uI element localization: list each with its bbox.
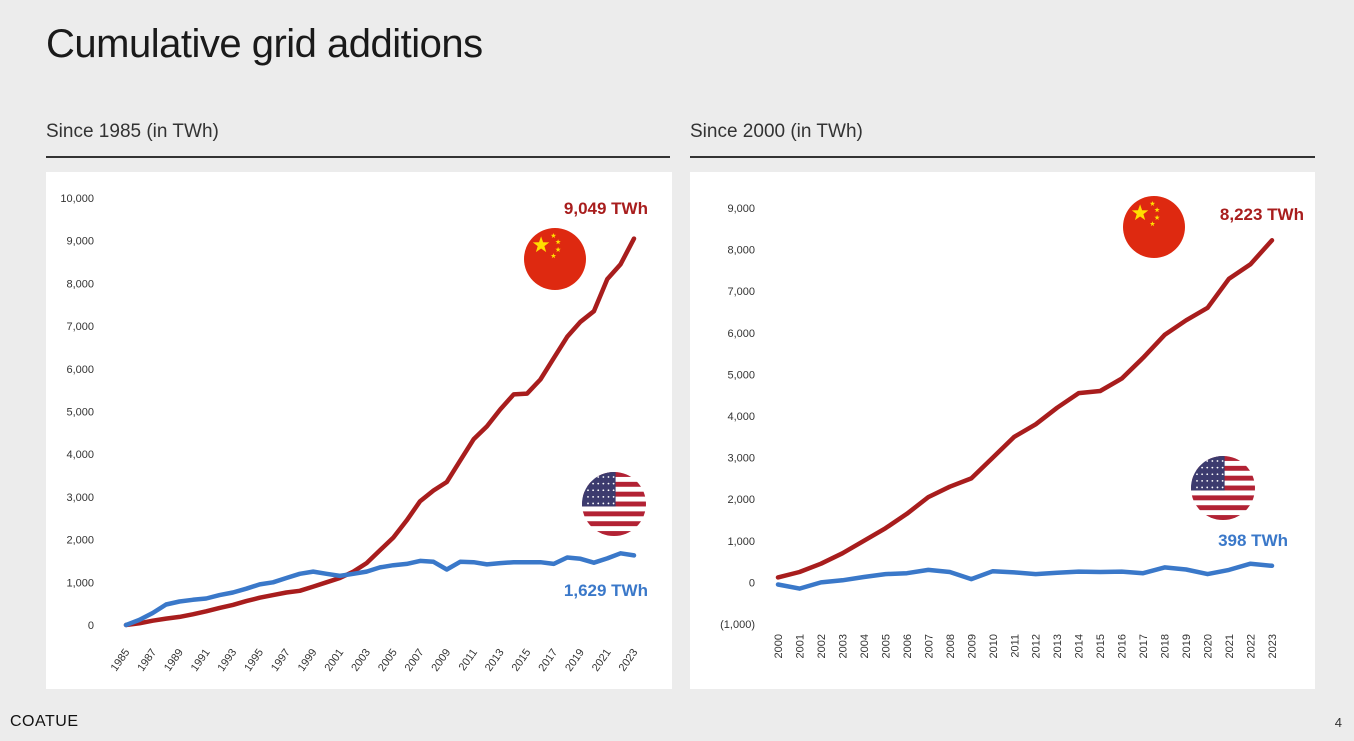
china-value-label: 8,223 TWh	[1220, 205, 1304, 224]
chart1-svg: 0 1,000 2,000 3,000 4,000 5,000 6,000 7,000 8,00…	[60, 193, 648, 674]
us-series-line	[775, 561, 1275, 591]
xtick-label: 1995	[242, 647, 266, 674]
xtick-label: 1999	[296, 647, 320, 674]
xtick-label: 2013	[483, 647, 507, 674]
footer-brand: COATUE	[10, 713, 79, 730]
ytick-label: 9,000	[727, 203, 755, 215]
xtick-label: 1991	[189, 647, 213, 674]
ytick-label: 2,000	[66, 535, 94, 547]
xtick-label: 1985	[109, 647, 133, 674]
ytick-label: 5,000	[66, 407, 94, 419]
chart2-svg: (1,000) 0 1,000 2,000 3,000 4,000 5,000 6,000 7,…	[720, 196, 1304, 658]
xtick-label: 1987	[135, 647, 159, 674]
xtick-label: 2021	[1224, 634, 1236, 658]
xtick-label: 2021	[590, 647, 614, 674]
ytick-label: 0	[88, 620, 94, 632]
xtick-label: 2005	[880, 634, 892, 658]
ytick-label: 5,000	[727, 369, 755, 381]
chart2-us-flag-icon	[1191, 456, 1255, 520]
xtick-label: 2001	[322, 647, 346, 674]
ytick-label: 10,000	[60, 193, 94, 205]
ytick-label: 4,000	[66, 449, 94, 461]
chart1-china-flag-icon	[524, 228, 586, 290]
xtick-label: 2011	[1009, 634, 1021, 658]
chart1-subtitle: Since 1985 (in TWh)	[46, 121, 219, 142]
ytick-label: 3,000	[727, 453, 755, 465]
xtick-label: 2008	[945, 634, 957, 658]
xtick-label: 2002	[816, 634, 828, 658]
ytick-label: 7,000	[727, 286, 755, 298]
ytick-label: 8,000	[66, 278, 94, 290]
xtick-label: 2011	[457, 647, 480, 673]
us-series-line	[123, 551, 637, 628]
xtick-label: 2015	[1095, 634, 1107, 658]
xtick-label: 2009	[966, 634, 978, 658]
xtick-label: 2015	[510, 647, 534, 674]
us-value-label: 1,629 TWh	[564, 581, 648, 600]
xtick-label: 2007	[923, 634, 935, 658]
xtick-label: 2004	[859, 634, 871, 658]
ytick-label: 9,000	[66, 236, 94, 248]
chart1-divider	[46, 156, 670, 158]
us-value-label: 398 TWh	[1218, 531, 1288, 550]
ytick-label: 2,000	[727, 494, 755, 506]
china-series-line	[123, 236, 637, 628]
ytick-label: 1,000	[66, 577, 94, 589]
ytick-label: (1,000)	[720, 619, 755, 631]
xtick-label: 2022	[1246, 634, 1258, 658]
ytick-label: 3,000	[66, 492, 94, 504]
xtick-label: 1993	[216, 647, 240, 674]
xtick-label: 2003	[837, 634, 849, 658]
xtick-label: 2010	[988, 634, 1000, 658]
page-title: Cumulative grid additions	[46, 22, 483, 66]
ytick-label: 7,000	[66, 321, 94, 333]
xtick-label: 2009	[429, 647, 453, 674]
xtick-label: 2020	[1203, 634, 1215, 658]
xtick-label: 2017	[1138, 634, 1150, 658]
ytick-label: 6,000	[66, 364, 94, 376]
xtick-label: 2000	[773, 634, 785, 658]
ytick-label: 4,000	[727, 411, 755, 423]
china-series-line	[775, 238, 1275, 580]
xtick-label: 2018	[1160, 634, 1172, 658]
chart1-us-flag-icon	[582, 472, 646, 536]
xtick-label: 2003	[349, 647, 373, 674]
ytick-label: 6,000	[727, 328, 755, 340]
xtick-label: 1997	[269, 647, 293, 674]
xtick-label: 2006	[902, 634, 914, 658]
xtick-label: 2007	[403, 647, 427, 674]
chart2-subtitle: Since 2000 (in TWh)	[690, 121, 863, 142]
ytick-label: 1,000	[727, 536, 755, 548]
xtick-label: 2019	[1181, 634, 1193, 658]
xtick-label: 2001	[794, 634, 806, 658]
xtick-label: 2012	[1031, 634, 1043, 658]
xtick-label: 2014	[1074, 634, 1086, 658]
chart2-china-flag-icon	[1123, 196, 1185, 258]
xtick-label: 2023	[1267, 634, 1279, 658]
ytick-label: 8,000	[727, 245, 755, 257]
chart2-panel: (1,000) 0 1,000 2,000 3,000 4,000 5,000 6,000 7,…	[690, 172, 1315, 689]
chart2-divider	[690, 156, 1315, 158]
xtick-label: 2005	[376, 647, 400, 674]
ytick-label: 0	[749, 577, 755, 589]
xtick-label: 2016	[1117, 634, 1129, 658]
xtick-label: 2013	[1052, 634, 1064, 658]
xtick-label: 1989	[162, 647, 186, 674]
china-value-label: 9,049 TWh	[564, 199, 648, 218]
chart1-panel: 0 1,000 2,000 3,000 4,000 5,000 6,000 7,000 8,00…	[46, 172, 672, 689]
xtick-label: 2017	[536, 647, 560, 674]
page-number: 4	[1334, 715, 1342, 730]
xtick-label: 2019	[563, 647, 587, 674]
xtick-label: 2023	[617, 647, 641, 674]
